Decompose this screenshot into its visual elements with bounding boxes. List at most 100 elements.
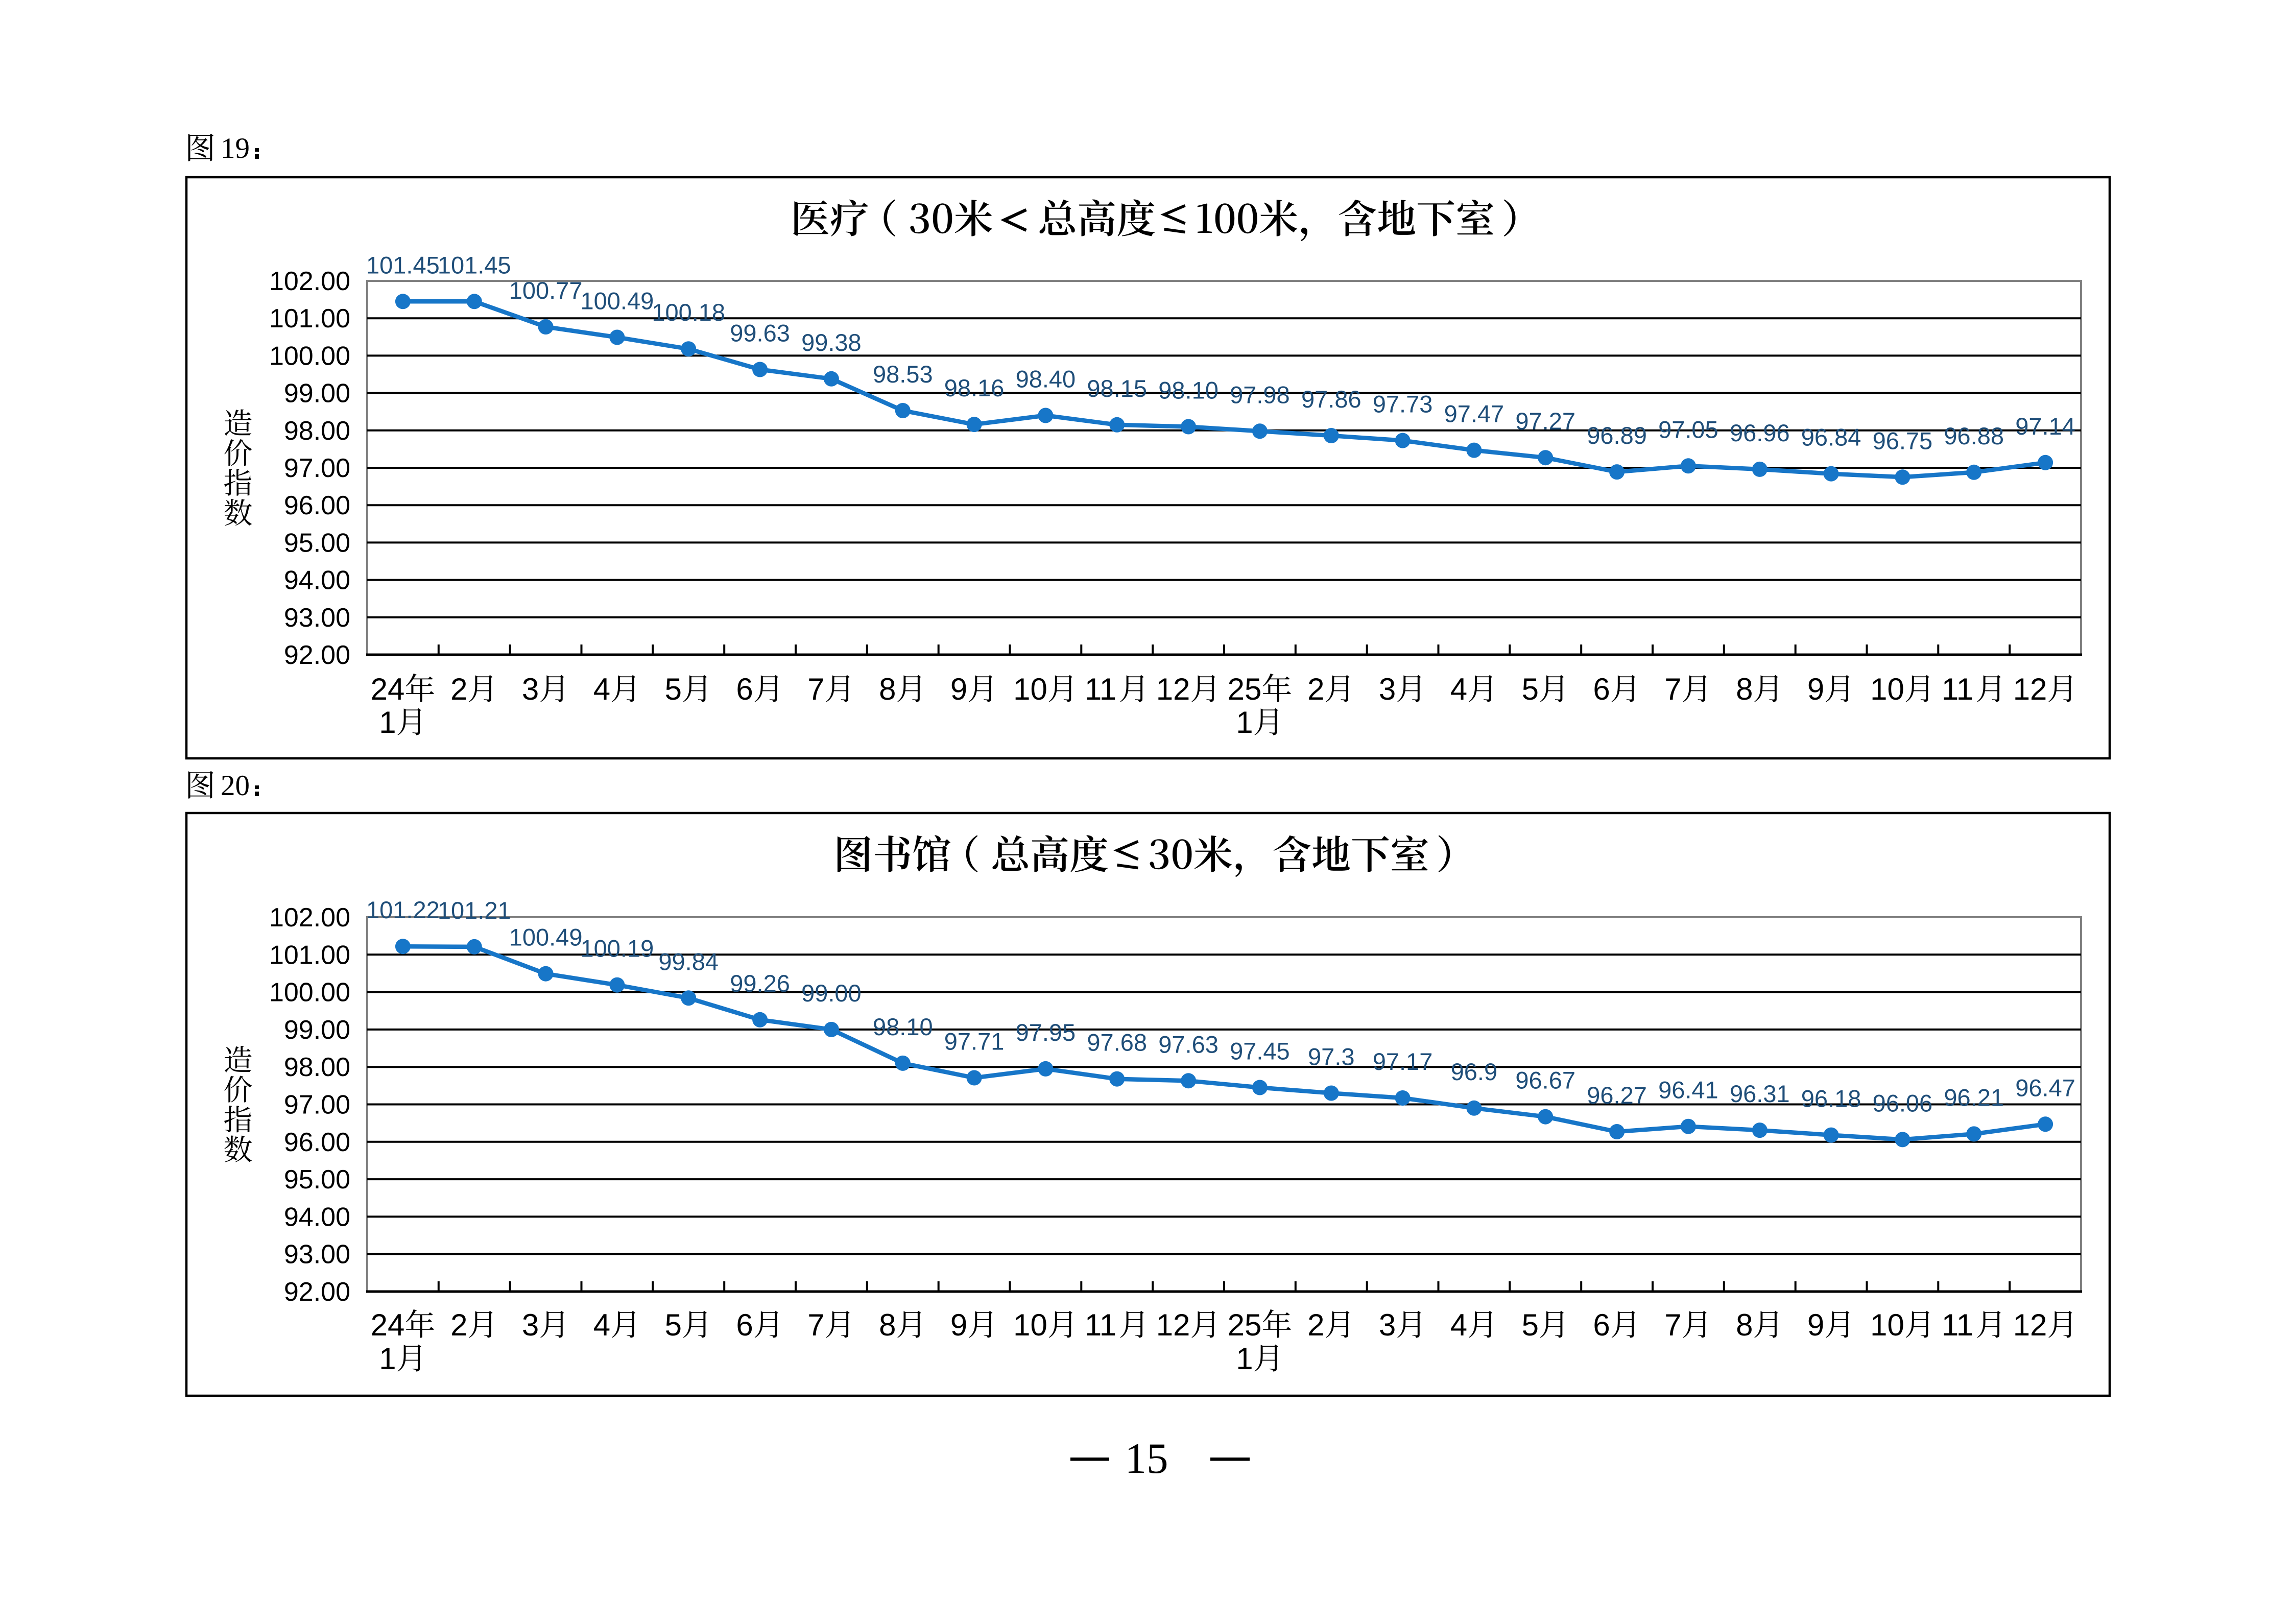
svg-text:95.00: 95.00: [284, 528, 350, 558]
svg-text:97.45: 97.45: [1230, 1038, 1290, 1065]
svg-text:2: 2: [450, 672, 467, 706]
svg-text:96.96: 96.96: [1730, 419, 1790, 446]
svg-text:101.00: 101.00: [269, 304, 350, 333]
svg-text:98.00: 98.00: [284, 416, 350, 446]
svg-text:3: 3: [522, 1308, 539, 1342]
svg-text:4: 4: [593, 672, 610, 706]
svg-text:98.16: 98.16: [944, 374, 1005, 401]
svg-text:100.00: 100.00: [269, 978, 350, 1008]
svg-text:6: 6: [1593, 672, 1610, 706]
svg-text:9: 9: [1807, 672, 1824, 706]
svg-text:101.45: 101.45: [438, 251, 511, 278]
svg-text:24: 24: [371, 1308, 405, 1342]
svg-text:3: 3: [1379, 1308, 1396, 1342]
svg-text:99.63: 99.63: [730, 320, 790, 347]
svg-text:97.27: 97.27: [1515, 408, 1575, 435]
svg-text:96.47: 96.47: [2015, 1074, 2075, 1101]
svg-text:99.00: 99.00: [284, 1015, 350, 1045]
svg-text:8: 8: [1736, 1308, 1753, 1342]
svg-text:96.27: 96.27: [1587, 1082, 1647, 1109]
svg-text:9: 9: [1807, 1308, 1824, 1342]
svg-text:7: 7: [1664, 1308, 1681, 1342]
svg-text:15: 15: [1125, 1435, 1168, 1483]
svg-text:101.00: 101.00: [269, 940, 350, 970]
svg-text:100.00: 100.00: [269, 341, 350, 371]
svg-text:10: 10: [1013, 1308, 1047, 1342]
svg-text:11: 11: [1085, 672, 1116, 706]
svg-text:92.00: 92.00: [284, 640, 350, 670]
svg-text:97.00: 97.00: [284, 453, 350, 483]
svg-text:97.71: 97.71: [944, 1028, 1005, 1055]
svg-text:10: 10: [1870, 672, 1904, 706]
svg-text:96.00: 96.00: [284, 491, 350, 520]
svg-text:96.41: 96.41: [1658, 1077, 1718, 1104]
svg-text:97.86: 97.86: [1301, 386, 1362, 413]
svg-text:100.49: 100.49: [509, 924, 583, 951]
svg-text:5: 5: [1522, 1308, 1539, 1342]
svg-text:99.00: 99.00: [284, 379, 350, 409]
svg-text:102.00: 102.00: [269, 267, 350, 296]
svg-text:11: 11: [1942, 1308, 1973, 1342]
svg-text:100.77: 100.77: [509, 277, 583, 304]
svg-text:5: 5: [1522, 672, 1539, 706]
svg-text:96.06: 96.06: [1873, 1089, 1933, 1116]
svg-text:97.17: 97.17: [1373, 1048, 1433, 1075]
svg-text:8: 8: [879, 672, 896, 706]
svg-text:99.26: 99.26: [730, 970, 790, 997]
svg-text:1: 1: [1236, 705, 1253, 739]
svg-text:98.10: 98.10: [1158, 377, 1219, 404]
svg-text:100.49: 100.49: [581, 288, 654, 315]
svg-text:12: 12: [1156, 672, 1190, 706]
svg-text:97.05: 97.05: [1658, 416, 1718, 443]
svg-text:96.67: 96.67: [1515, 1067, 1575, 1094]
svg-text:92.00: 92.00: [284, 1277, 350, 1307]
svg-text:98.10: 98.10: [873, 1013, 933, 1040]
svg-text:7: 7: [1664, 672, 1681, 706]
svg-text:97.47: 97.47: [1444, 400, 1504, 427]
svg-text:4: 4: [593, 1308, 610, 1342]
svg-text:93.00: 93.00: [284, 603, 350, 633]
svg-text:12: 12: [2013, 1308, 2047, 1342]
svg-text:97.68: 97.68: [1087, 1029, 1147, 1056]
svg-text:4: 4: [1450, 1308, 1467, 1342]
svg-text:96.84: 96.84: [1801, 424, 1861, 451]
svg-text:94.00: 94.00: [284, 566, 350, 595]
svg-text:20: 20: [221, 770, 250, 802]
svg-text:11: 11: [1942, 672, 1973, 706]
svg-text:1: 1: [379, 705, 396, 739]
svg-text:98.00: 98.00: [284, 1053, 350, 1082]
svg-text:12: 12: [1156, 1308, 1190, 1342]
svg-text:96.21: 96.21: [1944, 1084, 2004, 1111]
svg-text:101.22: 101.22: [366, 896, 440, 923]
svg-text:1: 1: [379, 1342, 396, 1376]
svg-text:97.63: 97.63: [1158, 1031, 1219, 1058]
svg-text:94.00: 94.00: [284, 1202, 350, 1232]
svg-text:96.88: 96.88: [1944, 422, 2004, 449]
svg-text:96.18: 96.18: [1801, 1085, 1861, 1112]
svg-text:96.9: 96.9: [1451, 1058, 1497, 1085]
svg-text:2: 2: [450, 1308, 467, 1342]
svg-text:95.00: 95.00: [284, 1165, 350, 1195]
svg-text:97.14: 97.14: [2015, 413, 2075, 440]
svg-text:19: 19: [221, 132, 250, 164]
svg-text:6: 6: [736, 1308, 753, 1342]
svg-text:102.00: 102.00: [269, 903, 350, 933]
svg-text:10: 10: [1013, 672, 1047, 706]
svg-text:97.95: 97.95: [1016, 1019, 1076, 1046]
svg-text:97.98: 97.98: [1230, 381, 1290, 408]
svg-text:1: 1: [1236, 1342, 1253, 1376]
svg-text:97.00: 97.00: [284, 1090, 350, 1120]
svg-text:98.53: 98.53: [873, 361, 933, 388]
svg-text:93.00: 93.00: [284, 1240, 350, 1270]
svg-text:97.73: 97.73: [1373, 391, 1433, 418]
svg-text:96.89: 96.89: [1587, 422, 1647, 449]
svg-text:9: 9: [950, 672, 967, 706]
svg-text:99.00: 99.00: [801, 980, 862, 1007]
svg-text:101.45: 101.45: [366, 251, 440, 278]
svg-text:97.3: 97.3: [1308, 1043, 1354, 1070]
svg-text:5: 5: [665, 1308, 682, 1342]
svg-text:99.38: 99.38: [801, 329, 862, 356]
svg-text:3: 3: [522, 672, 539, 706]
svg-text:2: 2: [1307, 1308, 1324, 1342]
svg-text:25: 25: [1228, 672, 1262, 706]
